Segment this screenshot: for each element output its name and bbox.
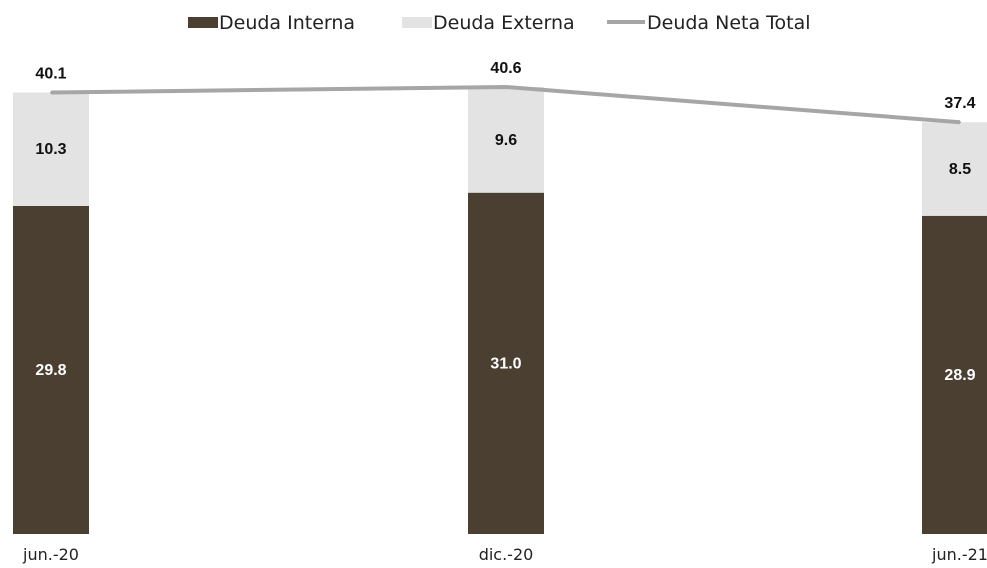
legend-swatch [402, 17, 432, 28]
legend: Deuda Interna Deuda Externa Deuda Neta Tot… [188, 12, 811, 34]
data-label-deuda-interna-2: 31.0 [490, 355, 521, 372]
data-label-deuda-neta-total-1: 40.1 [35, 66, 66, 83]
bar-deuda-externa-1 [13, 92, 89, 206]
data-label-deuda-neta-total-3: 37.4 [944, 95, 975, 112]
line-point-1 [50, 91, 52, 94]
data-label-deuda-interna-1: 29.8 [35, 362, 66, 379]
data-label-deuda-externa-3: 8.5 [949, 161, 971, 178]
bar-deuda-externa-2 [468, 87, 544, 193]
legend-label: Deuda Neta Total [647, 12, 811, 34]
data-label-deuda-interna-3: 28.9 [944, 367, 975, 384]
x-tick-label: dic.-20 [479, 545, 534, 564]
bar-deuda-interna-3 [922, 215, 987, 534]
line-series [50, 85, 961, 125]
x-tick-label: jun.-20 [22, 545, 79, 564]
legend-label: Deuda Interna [219, 12, 355, 34]
line-point-2 [505, 86, 507, 88]
legend-swatch [607, 20, 645, 24]
bars [13, 87, 987, 534]
data-labels: 29.8 10.3 31.0 9.6 28.9 8.5 40.1 40.6 37.4 [35, 60, 975, 384]
x-tick-label: jun.-21 [931, 545, 987, 564]
bar-deuda-interna-2 [468, 192, 544, 534]
x-axis: jun.-20 dic.-20 jun.-21 [22, 545, 987, 564]
data-label-deuda-neta-total-2: 40.6 [490, 60, 521, 77]
data-label-deuda-externa-1: 10.3 [35, 141, 66, 158]
legend-swatch [188, 17, 218, 28]
data-label-deuda-externa-2: 9.6 [495, 132, 517, 149]
bar-deuda-externa-3 [922, 122, 987, 216]
legend-label: Deuda Externa [433, 12, 575, 34]
line-point-3 [959, 121, 961, 124]
bar-deuda-interna-1 [13, 205, 89, 534]
